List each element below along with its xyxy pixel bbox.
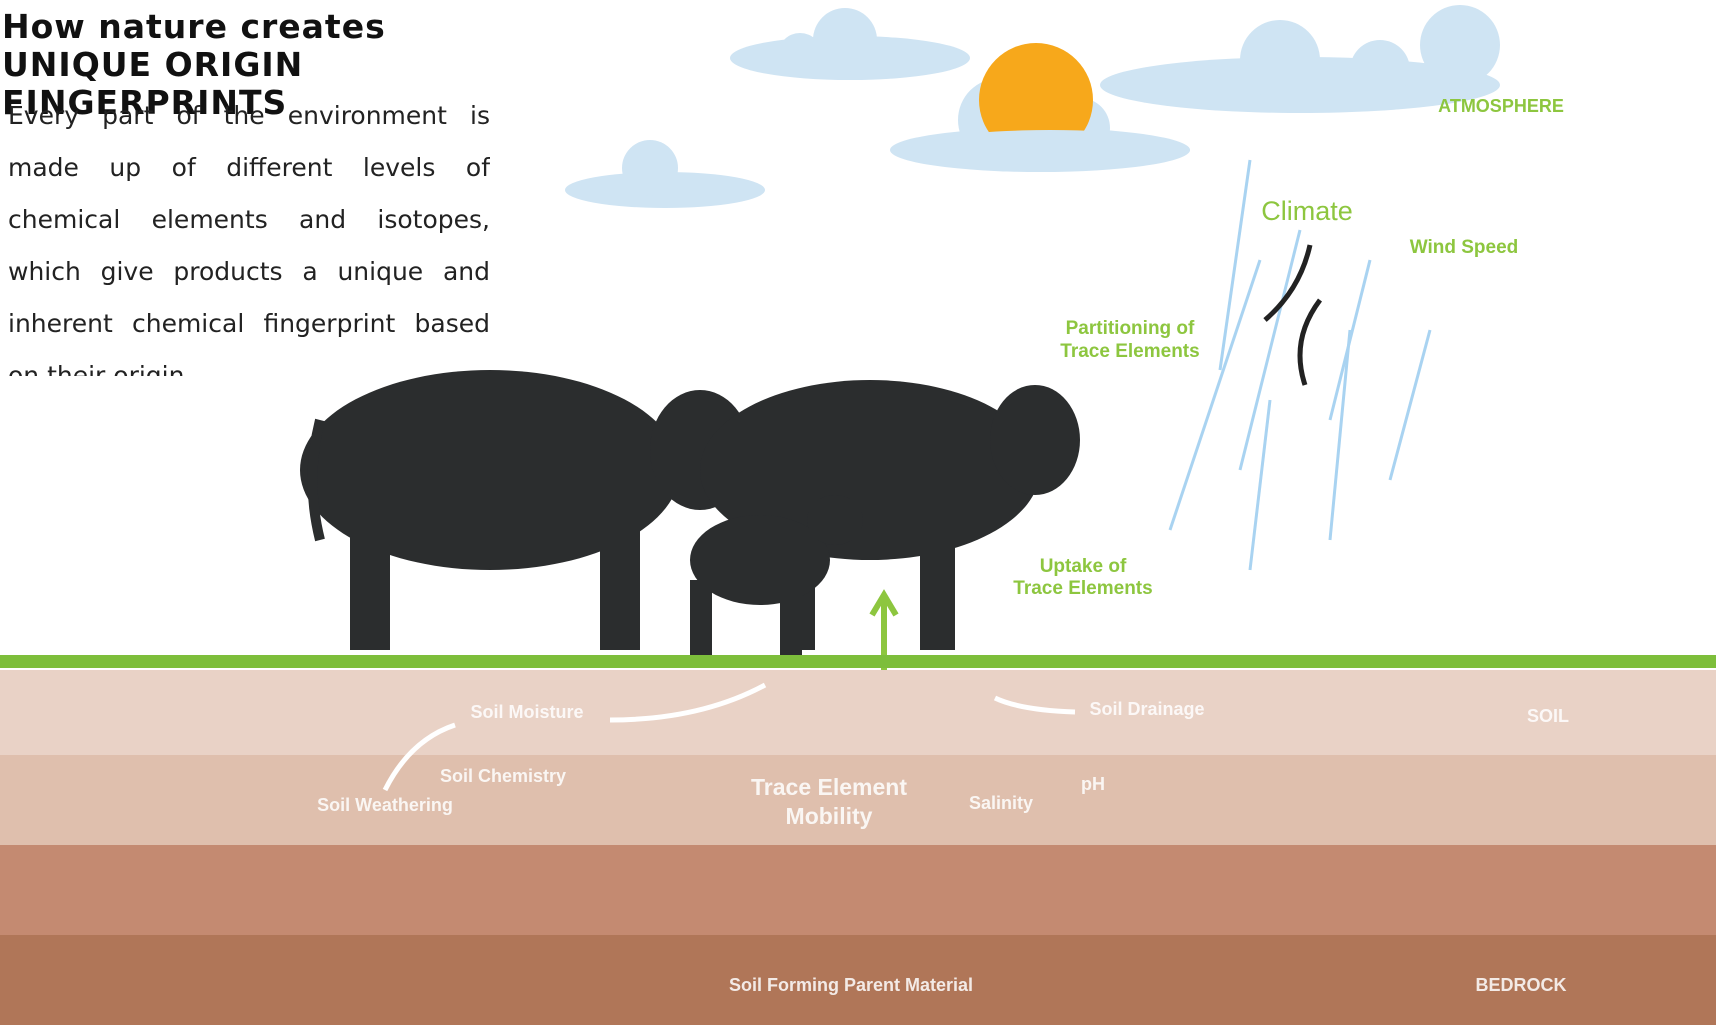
label: Salinity [969,793,1033,813]
label: Climate [1261,196,1353,226]
label: ATMOSPHERE [1438,96,1564,116]
page: ATMOSPHERE Climate Wind Speed Partitioni… [0,0,1716,1025]
label: Trace Elements [1060,341,1199,362]
label: Soil Chemistry [440,766,566,786]
soil-top [0,670,1716,755]
label: Soil Moisture [470,702,583,722]
body-text: Every part of the environment is made up… [8,90,490,376]
label: Trace Elements [1013,578,1152,599]
soil-middle [0,755,1716,845]
label: pH [1081,774,1105,794]
label: Partitioning of [1066,318,1195,339]
label: Mobility [786,803,873,829]
cattle [300,370,1080,655]
label: SOIL [1527,706,1569,726]
label: Soil Weathering [317,795,453,815]
label: Uptake of [1040,556,1127,577]
label: Trace Element [751,774,907,800]
label: BEDROCK [1475,975,1566,995]
label: Wind Speed [1410,237,1519,258]
grass-line [0,655,1716,668]
soil-rocky [0,845,1716,935]
cloud [910,130,1190,170]
label: Soil Drainage [1089,699,1204,719]
label: Soil Forming Parent Material [729,975,973,995]
